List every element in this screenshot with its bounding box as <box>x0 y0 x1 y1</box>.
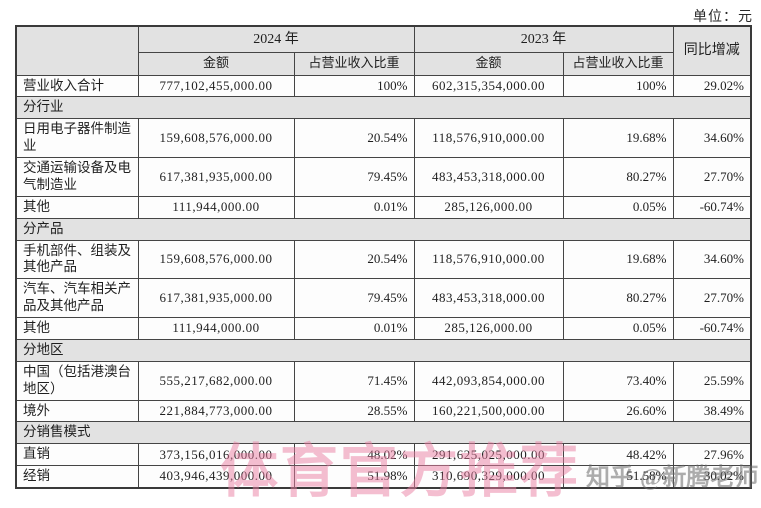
revenue-table: 2024 年 2023 年 同比增减 金额 占营业收入比重 金额 占营业收入比重… <box>15 25 752 489</box>
unit-label: 单位：元 <box>693 10 753 25</box>
value-cell: 291,625,025,000.00 <box>413 443 564 467</box>
year-2023-header: 2023 年 <box>413 25 674 53</box>
value-cell: 27.70% <box>672 278 752 318</box>
section-label: 分产品 <box>15 217 752 241</box>
value-cell: 79.45% <box>293 157 415 197</box>
row-label: 经销 <box>15 465 139 489</box>
value-cell: 27.70% <box>672 157 752 197</box>
value-cell: 48.02% <box>293 443 415 467</box>
table-row: 经销 403,946,439,000.00 51.98% 310,690,329,00… <box>15 465 752 489</box>
table-row: 交通运输设备及电气制造业 617,381,935,000.00 79.45% 483,… <box>15 157 752 197</box>
value-cell: 19.68% <box>562 239 674 280</box>
value-cell: 160,221,500,000.00 <box>413 399 564 423</box>
value-cell: 118,576,910,000.00 <box>413 239 564 280</box>
row-label: 境外 <box>15 399 139 423</box>
value-cell: 285,126,000.00 <box>413 317 564 340</box>
value-cell: 617,381,935,000.00 <box>137 157 295 197</box>
value-cell: 118,576,910,000.00 <box>413 118 564 158</box>
value-cell: 100% <box>562 74 674 98</box>
value-cell: 0.01% <box>293 195 415 219</box>
value-cell: 20.54% <box>293 118 415 158</box>
table-row: 其他 111,944,000.00 0.01% 285,126,000.00 0.05%… <box>15 195 752 219</box>
value-cell: 442,093,854,000.00 <box>413 360 564 401</box>
value-cell: 79.45% <box>293 278 415 318</box>
value-cell: 0.05% <box>562 195 674 219</box>
value-cell: 25.59% <box>672 360 752 401</box>
value-cell: 159,608,576,000.00 <box>137 239 295 280</box>
value-cell: 29.02% <box>672 74 752 98</box>
section-label: 分行业 <box>15 96 752 120</box>
value-cell: 221,884,773,000.00 <box>137 399 295 423</box>
table-row: 手机部件、组装及其他产品 159,608,576,000.00 20.54% 118,… <box>15 239 752 280</box>
value-cell: 310,690,329,000.00 <box>413 465 564 489</box>
value-cell: 777,102,455,000.00 <box>137 74 295 98</box>
amount-2023-header: 金额 <box>413 51 564 76</box>
table-row: 直销 373,156,016,000.00 48.02% 291,625,025,00… <box>15 443 752 467</box>
value-cell: 111,944,000.00 <box>137 317 295 340</box>
value-cell: 0.05% <box>562 317 674 340</box>
value-cell: 617,381,935,000.00 <box>137 278 295 318</box>
value-cell: 27.96% <box>672 443 752 467</box>
section-label: 分销售模式 <box>15 421 752 445</box>
row-label: 其他 <box>15 195 139 219</box>
value-cell: 34.60% <box>672 118 752 158</box>
value-cell: 34.60% <box>672 239 752 280</box>
corner-cell <box>15 25 139 76</box>
yoy-header: 同比增减 <box>672 25 752 76</box>
value-cell: 483,453,318,000.00 <box>413 278 564 318</box>
table-row: 其他 111,944,000.00 0.01% 285,126,000.00 0.05%… <box>15 317 752 340</box>
row-label: 日用电子器件制造业 <box>15 118 139 158</box>
value-cell: 19.68% <box>562 118 674 158</box>
value-cell: 26.60% <box>562 399 674 423</box>
value-cell: 555,217,682,000.00 <box>137 360 295 401</box>
row-label: 手机部件、组装及其他产品 <box>15 239 139 280</box>
table-row: 境外 221,884,773,000.00 28.55% 160,221,500,00… <box>15 399 752 423</box>
amount-2024-header: 金额 <box>137 51 295 76</box>
value-cell: 51.58% <box>562 465 674 489</box>
value-cell: 602,315,354,000.00 <box>413 74 564 98</box>
section-label: 分地区 <box>15 338 752 362</box>
row-label: 汽车、汽车相关产品及其他产品 <box>15 278 139 318</box>
header-row-years: 2024 年 2023 年 同比增减 <box>15 25 752 76</box>
row-label: 直销 <box>15 443 139 467</box>
value-cell: 73.40% <box>562 360 674 401</box>
row-label: 交通运输设备及电气制造业 <box>15 157 139 197</box>
proportion-2023-header: 占营业收入比重 <box>562 51 674 76</box>
value-cell: 403,946,439,000.00 <box>137 465 295 489</box>
row-label: 中国（包括港澳台地区） <box>15 360 139 401</box>
value-cell: 111,944,000.00 <box>137 195 295 219</box>
value-cell: 483,453,318,000.00 <box>413 157 564 197</box>
value-cell: 80.27% <box>562 278 674 318</box>
value-cell: 51.98% <box>293 465 415 489</box>
row-label: 其他 <box>15 317 139 340</box>
value-cell: 30.02% <box>672 465 752 489</box>
value-cell: 80.27% <box>562 157 674 197</box>
value-cell: 159,608,576,000.00 <box>137 118 295 158</box>
section-row: 分行业 <box>15 96 752 120</box>
value-cell: 20.54% <box>293 239 415 280</box>
row-label: 营业收入合计 <box>15 74 139 98</box>
value-cell: 71.45% <box>293 360 415 401</box>
value-cell: 38.49% <box>672 399 752 423</box>
table-row: 汽车、汽车相关产品及其他产品 617,381,935,000.00 79.45% 48… <box>15 278 752 318</box>
value-cell: -60.74% <box>672 317 752 340</box>
table-row: 营业收入合计 777,102,455,000.00 100% 602,315,354,… <box>15 74 752 98</box>
value-cell: 48.42% <box>562 443 674 467</box>
section-row: 分地区 <box>15 338 752 362</box>
section-row: 分产品 <box>15 217 752 241</box>
value-cell: 28.55% <box>293 399 415 423</box>
year-2024-header: 2024 年 <box>137 25 415 53</box>
table-row: 日用电子器件制造业 159,608,576,000.00 20.54% 118,576… <box>15 118 752 158</box>
value-cell: -60.74% <box>672 195 752 219</box>
value-cell: 285,126,000.00 <box>413 195 564 219</box>
proportion-2024-header: 占营业收入比重 <box>293 51 415 76</box>
section-row: 分销售模式 <box>15 421 752 445</box>
value-cell: 0.01% <box>293 317 415 340</box>
value-cell: 373,156,016,000.00 <box>137 443 295 467</box>
header-row-measures: 金额 占营业收入比重 金额 占营业收入比重 <box>16 51 751 76</box>
value-cell: 100% <box>293 74 415 98</box>
table-row: 中国（包括港澳台地区） 555,217,682,000.00 71.45% 442,0… <box>15 360 752 401</box>
table-body: 营业收入合计 777,102,455,000.00 100% 602,315,354,… <box>15 74 752 489</box>
